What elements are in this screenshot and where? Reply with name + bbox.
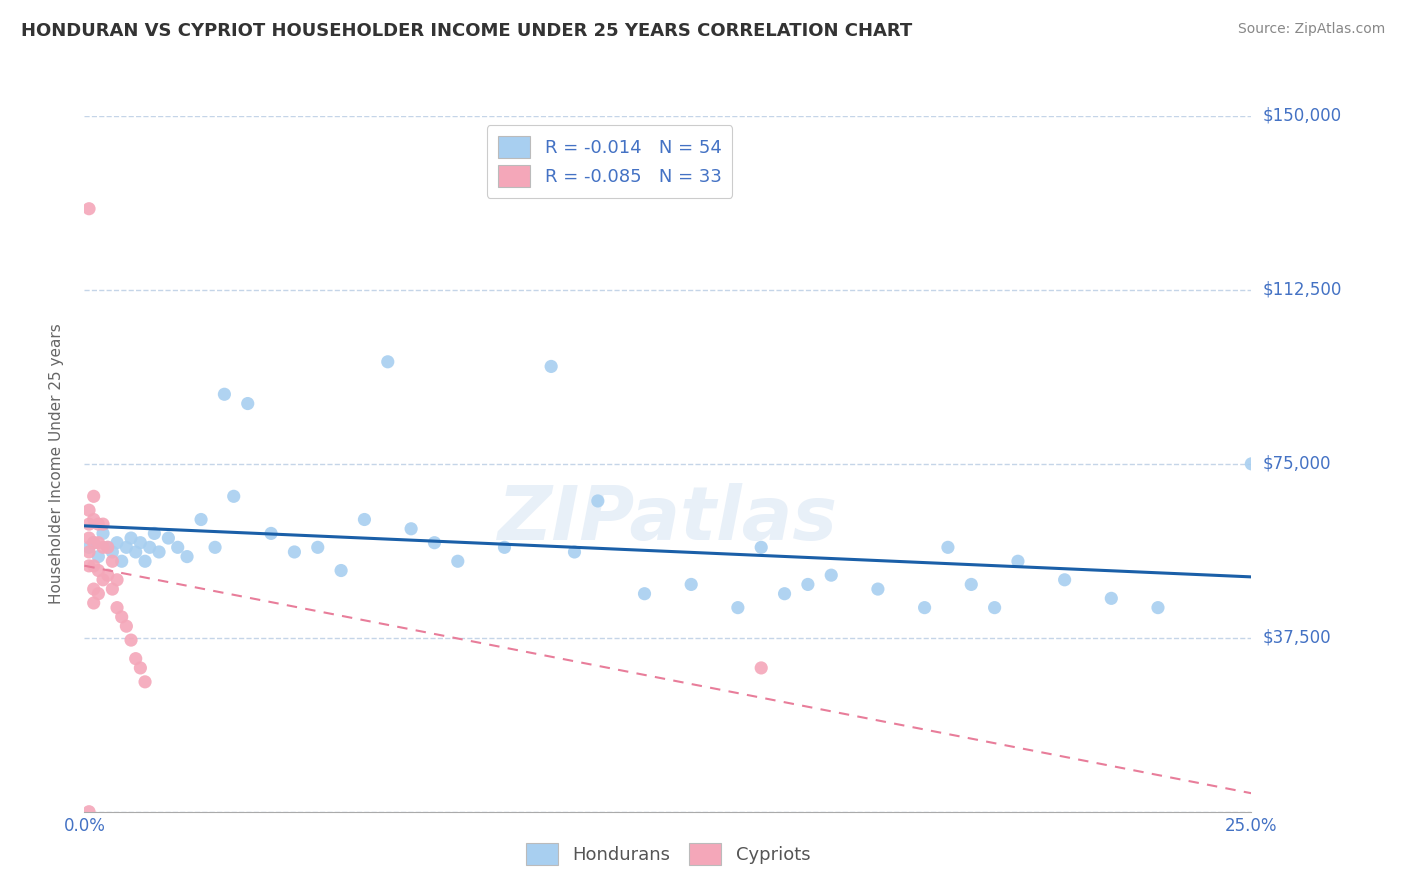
Point (87, 517, 110, 532)
Point (773, 587, 796, 601)
Point (125, 651, 148, 665)
Point (101, 545, 124, 559)
Point (77, 517, 100, 532)
Point (83, 512, 105, 526)
Point (143, 526, 166, 541)
Point (87, 564, 110, 578)
Point (1007, 554, 1029, 568)
Point (353, 512, 375, 526)
Point (820, 568, 842, 582)
Point (1053, 573, 1076, 587)
Point (540, 359, 562, 374)
Point (87, 587, 110, 601)
Text: $37,500: $37,500 (1263, 629, 1331, 647)
Point (83, 582, 105, 596)
Point (125, 545, 148, 559)
Point (77, 805, 100, 819)
Point (129, 535, 152, 549)
Point (101, 582, 124, 596)
Point (134, 674, 156, 689)
Point (83, 489, 105, 503)
Point (377, 355, 399, 369)
Point (399, 522, 422, 536)
Point (190, 512, 212, 526)
Point (236, 396, 259, 410)
Point (87, 549, 110, 564)
Point (564, 545, 586, 559)
Point (749, 661, 772, 675)
Text: $150,000: $150,000 (1263, 107, 1341, 125)
Point (83, 596, 105, 610)
Point (914, 600, 936, 615)
Text: HONDURAN VS CYPRIOT HOUSEHOLDER INCOME UNDER 25 YEARS CORRELATION CHART: HONDURAN VS CYPRIOT HOUSEHOLDER INCOME U… (21, 22, 912, 40)
Text: ZIPatlas: ZIPatlas (498, 483, 838, 556)
Point (727, 600, 749, 615)
Legend: Hondurans, Cypriots: Hondurans, Cypriots (519, 836, 817, 872)
Point (1099, 591, 1122, 606)
Point (77, 545, 100, 559)
Point (586, 494, 609, 508)
Point (157, 531, 180, 545)
Point (447, 554, 470, 568)
Point (129, 661, 152, 675)
Y-axis label: Householder Income Under 25 years: Householder Income Under 25 years (49, 324, 63, 604)
Point (936, 541, 959, 555)
Point (105, 535, 128, 549)
Point (423, 535, 446, 549)
Point (83, 535, 105, 549)
Point (87, 535, 110, 549)
Point (494, 541, 516, 555)
Point (214, 387, 236, 401)
Point (307, 541, 329, 555)
Point (1240, 457, 1263, 471)
Point (77, 202, 100, 216)
Point (115, 541, 138, 555)
Point (983, 600, 1005, 615)
Point (138, 541, 160, 555)
Point (260, 526, 283, 541)
Point (1147, 600, 1170, 615)
Point (330, 564, 353, 578)
Point (91, 541, 114, 555)
Point (77, 531, 100, 545)
Point (91, 517, 114, 532)
Point (222, 489, 245, 503)
Point (105, 573, 128, 587)
Text: $75,000: $75,000 (1263, 455, 1331, 473)
Text: $112,500: $112,500 (1263, 281, 1341, 299)
Point (111, 610, 134, 624)
Point (204, 541, 226, 555)
Point (91, 526, 114, 541)
Point (77, 541, 100, 555)
Point (797, 577, 820, 591)
Point (681, 577, 703, 591)
Point (91, 573, 114, 587)
Point (77, 558, 100, 573)
Point (166, 541, 188, 555)
Point (283, 545, 305, 559)
Point (176, 549, 198, 564)
Point (111, 554, 134, 568)
Point (866, 582, 889, 596)
Point (148, 545, 170, 559)
Point (134, 554, 156, 568)
Point (960, 577, 983, 591)
Point (105, 600, 128, 615)
Point (101, 554, 124, 568)
Point (97, 568, 120, 582)
Point (83, 535, 105, 549)
Point (120, 531, 142, 545)
Point (97, 541, 120, 555)
Point (749, 541, 772, 555)
Point (77, 503, 100, 517)
Point (633, 587, 655, 601)
Point (115, 619, 138, 633)
Text: Source: ZipAtlas.com: Source: ZipAtlas.com (1237, 22, 1385, 37)
Point (97, 541, 120, 555)
Point (120, 633, 142, 648)
Point (83, 558, 105, 573)
